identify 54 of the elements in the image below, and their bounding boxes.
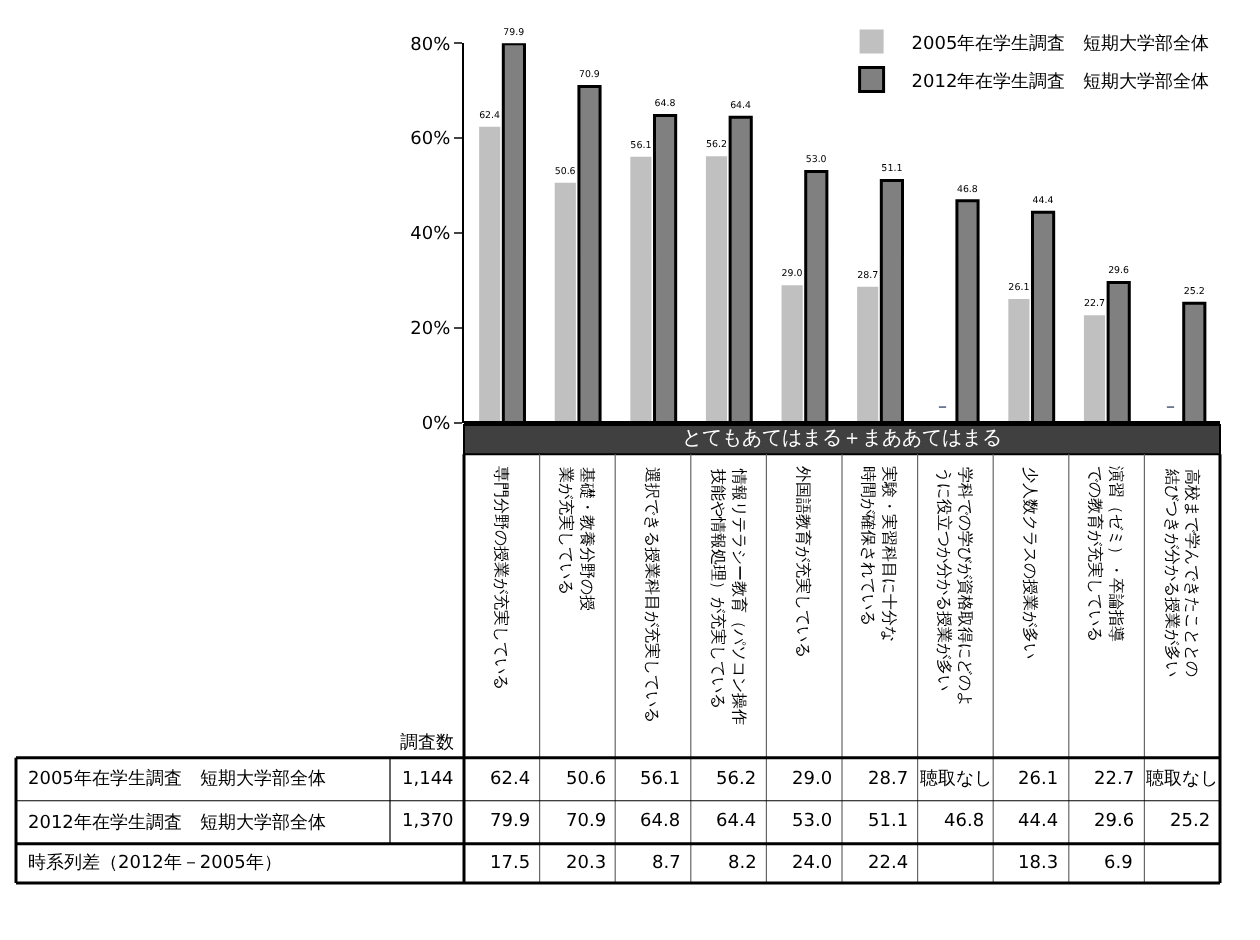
y-tick-label: 40% [410, 225, 452, 246]
text: 8.2 [728, 854, 757, 874]
text: 調査数 [400, 732, 454, 754]
x-tick-label: 演習（ゼミ）・卒論指導での教育が充実している [1085, 465, 1125, 642]
data-label: 53.0 [792, 812, 833, 832]
text: 8.7 [652, 854, 681, 874]
text: 24.0 [792, 854, 833, 874]
data-label: 56.2 [716, 770, 757, 790]
text: 聴取なし [920, 768, 992, 790]
data-label: 62.4 [490, 770, 531, 790]
x-tick-label: 専門分野の授業が充実している [491, 466, 510, 691]
data-label: 44.4 [1018, 812, 1059, 832]
text: – [1166, 398, 1175, 418]
text: 18.3 [1018, 854, 1059, 874]
data-label: 64.8 [640, 812, 681, 832]
text: とてもあてはまる＋まああてはまる [682, 428, 1002, 450]
x-tick-label: 情報リテラシー教育（パソコン操作技能や情報処理）が充実している [708, 466, 748, 725]
legend-label: 2005年在学生調査 短期大学部全体 [911, 32, 1210, 55]
x-tick-label: 実験・実習科目に十分な時間が確保されている [859, 466, 898, 643]
x-tick-label: 基礎・教養分野の授業が充実している [556, 466, 596, 611]
x-tick-label: 外国語教育が充実している [794, 465, 813, 658]
legend-label: 2012年在学生調査 短期大学部全体 [911, 70, 1210, 93]
y-tick-label: 0% [421, 415, 452, 436]
data-label: 22.7 [1094, 770, 1135, 790]
text: 22.4 [868, 854, 909, 874]
text: 時系列差（2012年－2005年） [28, 852, 282, 874]
data-label: 64.4 [716, 812, 757, 832]
text: – [938, 398, 947, 418]
text: 20.3 [566, 854, 607, 874]
data-label: 79.9 [490, 812, 531, 832]
y-tick-label: 80% [410, 35, 452, 56]
data-label: 46.8 [944, 812, 985, 832]
data-label: 29.0 [792, 770, 833, 790]
text: 1,370 [402, 812, 455, 832]
text: 聴取なし [1146, 768, 1218, 790]
data-label: 29.6 [1094, 812, 1135, 832]
data-label: 56.1 [640, 770, 681, 790]
data-label: 26.1 [1018, 770, 1059, 790]
data-label: 70.9 [566, 812, 607, 832]
data-label: 50.6 [566, 770, 607, 790]
text: 2012年在学生調査 短期大学部全体 [28, 814, 326, 834]
x-tick-label: 学科での学びが資格取得にどのように役立つか分かる授業が多い [934, 466, 974, 707]
text: 2005年在学生調査 短期大学部全体 [28, 770, 326, 790]
text: 6.9 [1104, 854, 1134, 874]
data-label: 28.7 [868, 770, 909, 790]
x-tick-label: 選択できる授業科目が充実している [643, 467, 662, 724]
data-label: 51.1 [868, 812, 909, 832]
text: 1,144 [402, 770, 455, 790]
text: 17.5 [490, 854, 531, 874]
x-tick-label: 高校まで学んできたこととの結びつきが分かる授業が多い [1162, 466, 1202, 677]
data-label: 25.2 [1170, 812, 1211, 832]
x-tick-label: 少人数クラスの授業が多い [1021, 467, 1040, 660]
y-tick-label: 60% [410, 130, 452, 151]
y-tick-label: 20% [410, 320, 452, 341]
